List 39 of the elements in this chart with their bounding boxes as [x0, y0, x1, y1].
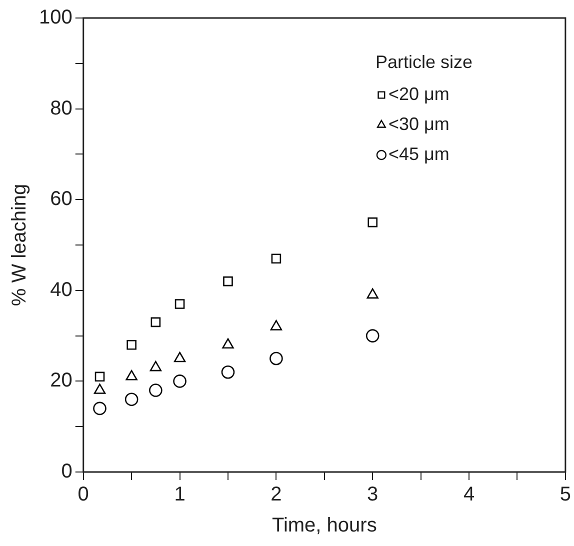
legend-label: <20 μm — [388, 84, 450, 104]
y-tick-label: 0 — [61, 460, 72, 483]
point — [174, 299, 185, 309]
legend-title: Particle size — [375, 52, 472, 72]
point — [270, 352, 283, 366]
x-tick-label: 3 — [367, 484, 378, 506]
point — [126, 370, 138, 380]
x-tick-label: 1 — [174, 484, 186, 506]
point — [126, 340, 136, 350]
point — [368, 217, 378, 228]
point — [271, 254, 282, 264]
x-tick-label: 0 — [78, 484, 89, 506]
point — [150, 360, 162, 372]
point — [366, 329, 380, 342]
y-tick-label: 20 — [50, 370, 72, 392]
point — [94, 372, 105, 382]
x-axis-title: Time, hours — [272, 514, 377, 537]
legend-label: <45 μm — [388, 144, 450, 164]
x-tick-label: 2 — [270, 484, 282, 506]
legend-label: <30 μm — [388, 114, 450, 134]
y-tick-label: 60 — [50, 188, 72, 210]
point — [149, 384, 162, 397]
point — [222, 338, 234, 349]
point — [150, 317, 161, 328]
point — [94, 384, 106, 394]
y-tick-label: 80 — [50, 97, 72, 120]
point — [366, 288, 378, 299]
point — [223, 276, 233, 286]
point — [124, 392, 138, 406]
x-tick-label: 5 — [560, 484, 571, 506]
y-axis-title: % W leaching — [8, 184, 31, 306]
y-tick-label: 40 — [50, 278, 72, 301]
point — [173, 374, 186, 388]
point — [93, 402, 106, 416]
x-tick-label: 4 — [463, 484, 475, 506]
point — [270, 320, 282, 330]
point — [221, 365, 235, 379]
point — [174, 352, 186, 362]
y-tick-label: 100 — [38, 6, 72, 29]
